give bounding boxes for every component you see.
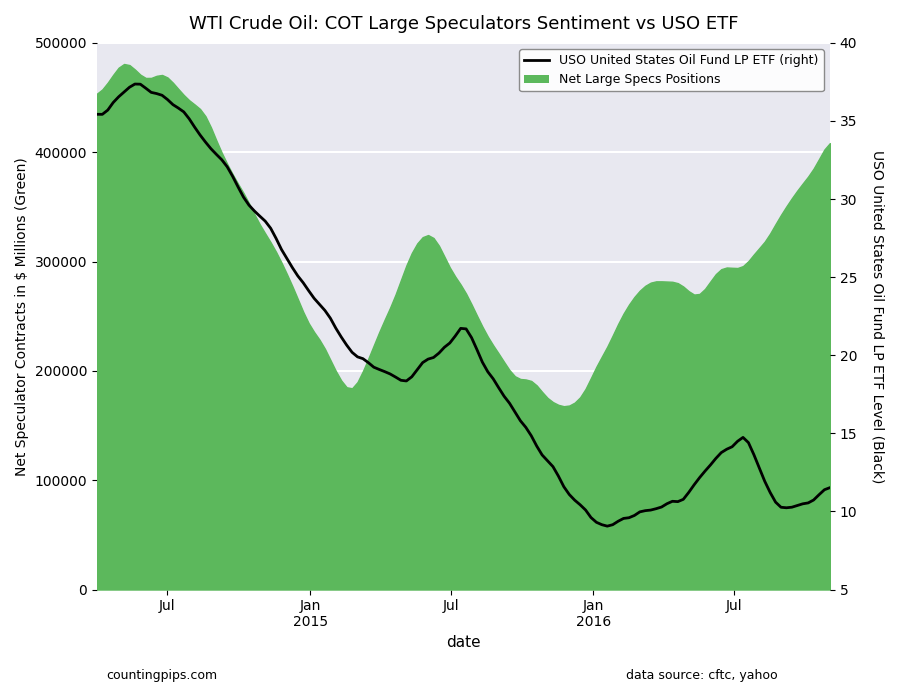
Text: countingpips.com: countingpips.com bbox=[106, 669, 218, 682]
Text: data source: cftc, yahoo: data source: cftc, yahoo bbox=[626, 669, 778, 682]
Y-axis label: Net Speculator Contracts in $ Millions (Green): Net Speculator Contracts in $ Millions (… bbox=[15, 157, 29, 475]
Y-axis label: USO United States Oil Fund LP ETF Level (Black): USO United States Oil Fund LP ETF Level … bbox=[871, 150, 885, 483]
X-axis label: date: date bbox=[446, 635, 481, 650]
Legend: USO United States Oil Fund LP ETF (right), Net Large Specs Positions: USO United States Oil Fund LP ETF (right… bbox=[519, 49, 824, 92]
Title: WTI Crude Oil: COT Large Speculators Sentiment vs USO ETF: WTI Crude Oil: COT Large Speculators Sen… bbox=[189, 15, 738, 33]
